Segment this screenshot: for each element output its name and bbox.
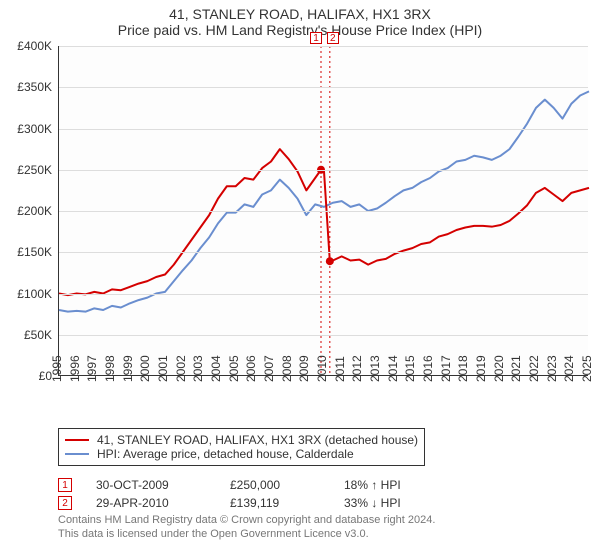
x-axis-label: 2004 [210,342,222,382]
gridline-h [59,335,588,336]
x-axis-label: 2015 [404,342,416,382]
chart-title-line1: 41, STANLEY ROAD, HALIFAX, HX1 3RX [8,6,592,22]
y-axis-label: £250K [8,163,52,177]
x-axis-label: 1995 [51,342,63,382]
figure: 41, STANLEY ROAD, HALIFAX, HX1 3RX Price… [0,0,600,560]
y-axis-label: £150K [8,245,52,259]
legend-swatch-hpi [65,453,89,455]
x-axis-label: 2011 [334,342,346,382]
x-axis-label: 2014 [387,342,399,382]
footnote-line1: Contains HM Land Registry data © Crown c… [58,514,435,526]
legend-item-hpi: HPI: Average price, detached house, Cald… [65,447,418,461]
x-axis-label: 2013 [369,342,381,382]
x-axis-label: 2025 [581,342,593,382]
x-axis-label: 2001 [157,342,169,382]
footnote: Contains HM Land Registry data © Crown c… [58,514,592,542]
event-row-2: 2 29-APR-2010 £139,119 33% ↓ HPI [58,496,592,510]
event-marker-2-icon: 2 [58,496,72,510]
y-axis-label: £0 [8,369,52,383]
legend-swatch-property [65,439,89,441]
gridline-h [59,87,588,88]
event-hpi-2: 33% ↓ HPI [344,496,454,510]
y-axis-label: £100K [8,287,52,301]
x-axis-label: 2021 [510,342,522,382]
legend-item-property: 41, STANLEY ROAD, HALIFAX, HX1 3RX (deta… [65,433,418,447]
event-marker-box-1: 1 [310,32,322,44]
x-axis-label: 1998 [104,342,116,382]
x-axis-label: 2003 [192,342,204,382]
x-axis-label: 2010 [316,342,328,382]
gridline-h [59,129,588,130]
x-axis-label: 2002 [175,342,187,382]
plot-area [58,46,588,376]
x-axis-label: 2012 [351,342,363,382]
series-line-hpi [59,91,589,311]
chart-area: £0 £50K £100K £150K £200K £250K £300K £350K £400… [8,42,592,422]
x-axis-label: 2019 [475,342,487,382]
event-list: 1 30-OCT-2009 £250,000 18% ↑ HPI 2 29-AP… [58,478,592,510]
gridline-h [59,294,588,295]
event-hpi-1: 18% ↑ HPI [344,478,454,492]
event-date-2: 29-APR-2010 [96,496,206,510]
footnote-line2: This data is licensed under the Open Gov… [58,528,369,540]
x-axis-label: 1996 [69,342,81,382]
event-marker-1-icon: 1 [58,478,72,492]
x-axis-label: 2006 [245,342,257,382]
x-axis-label: 1997 [86,342,98,382]
event-price-1: £250,000 [230,478,320,492]
event-point-2 [326,257,334,265]
x-axis-label: 2022 [528,342,540,382]
legend: 41, STANLEY ROAD, HALIFAX, HX1 3RX (deta… [58,428,425,466]
gridline-h [59,46,588,47]
x-axis-label: 2020 [493,342,505,382]
event-marker-box-2: 2 [327,32,339,44]
y-axis-label: £400K [8,39,52,53]
event-row-1: 1 30-OCT-2009 £250,000 18% ↑ HPI [58,478,592,492]
x-axis-label: 2024 [563,342,575,382]
gridline-h [59,170,588,171]
legend-label-hpi: HPI: Average price, detached house, Cald… [97,447,354,461]
x-axis-label: 2016 [422,342,434,382]
y-axis-label: £200K [8,204,52,218]
y-axis-label: £300K [8,122,52,136]
x-axis-label: 2000 [139,342,151,382]
x-axis-label: 2005 [228,342,240,382]
x-axis-label: 2023 [546,342,558,382]
gridline-h [59,252,588,253]
y-axis-label: £350K [8,80,52,94]
x-axis-label: 2007 [263,342,275,382]
x-axis-label: 2017 [440,342,452,382]
chart-title-line2: Price paid vs. HM Land Registry's House … [8,22,592,38]
x-axis-label: 1999 [122,342,134,382]
x-axis-label: 2008 [281,342,293,382]
x-axis-label: 2018 [457,342,469,382]
event-price-2: £139,119 [230,496,320,510]
legend-label-property: 41, STANLEY ROAD, HALIFAX, HX1 3RX (deta… [97,433,418,447]
event-date-1: 30-OCT-2009 [96,478,206,492]
y-axis-label: £50K [8,328,52,342]
gridline-h [59,211,588,212]
x-axis-label: 2009 [298,342,310,382]
